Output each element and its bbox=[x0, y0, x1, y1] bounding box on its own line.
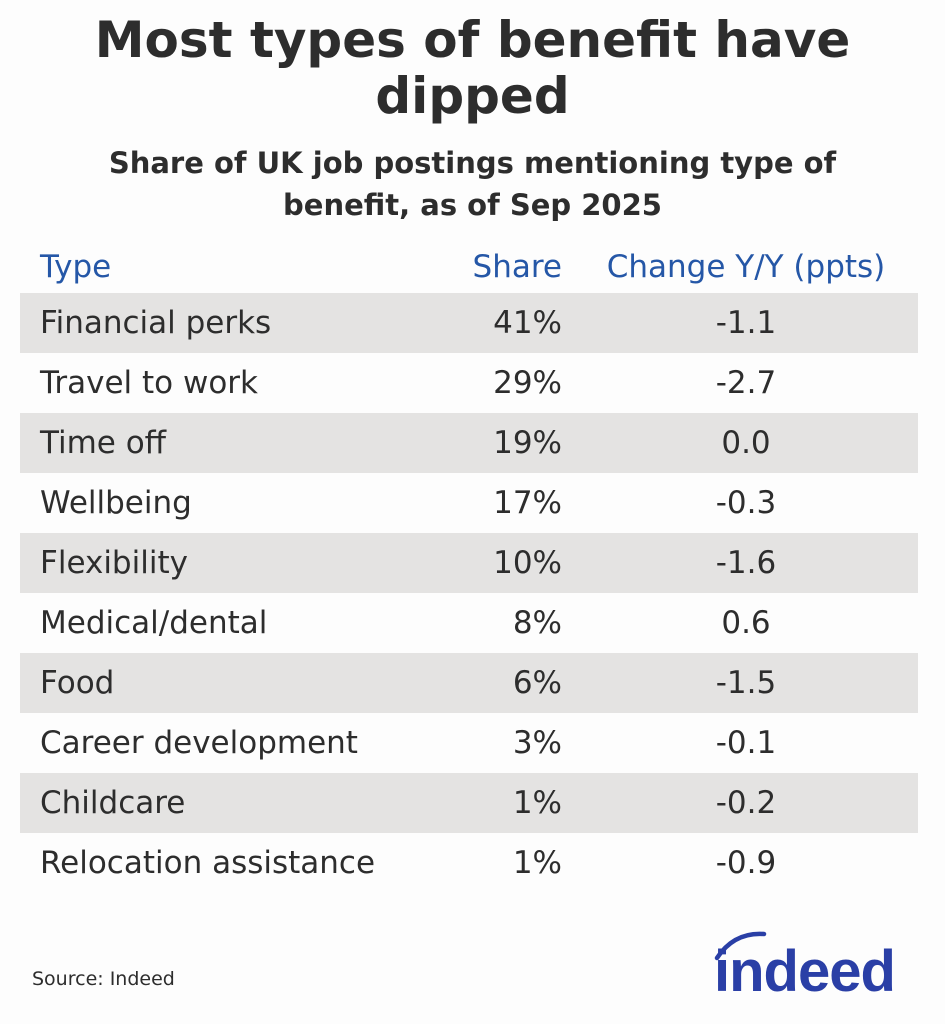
cell-type: Childcare bbox=[40, 785, 186, 821]
table-row: Medical/dental 8% 0.6 bbox=[20, 593, 918, 653]
cell-share: 10% bbox=[493, 545, 562, 581]
cell-type: Relocation assistance bbox=[40, 845, 376, 881]
source-note: Source: Indeed bbox=[32, 968, 175, 990]
cell-share: 6% bbox=[512, 665, 562, 701]
cell-share: 8% bbox=[512, 605, 562, 641]
chart-title: Most types of benefit have dipped bbox=[94, 11, 851, 125]
cell-share: 1% bbox=[512, 845, 562, 881]
cell-share: 41% bbox=[493, 305, 562, 341]
column-header-share: Share bbox=[472, 248, 562, 285]
cell-change: -2.7 bbox=[715, 365, 777, 401]
cell-type: Career development bbox=[40, 725, 358, 761]
column-header-change: Change Y/Y (ppts) bbox=[606, 248, 886, 285]
table-row: Career development 3% -0.1 bbox=[20, 713, 918, 773]
cell-change: -0.3 bbox=[715, 485, 777, 521]
cell-change: -1.6 bbox=[715, 545, 777, 581]
svg-text:indeed: indeed bbox=[714, 939, 895, 998]
cell-type: Flexibility bbox=[40, 545, 188, 581]
table-header: Type Share Change Y/Y (ppts) bbox=[20, 240, 918, 293]
cell-share: 29% bbox=[493, 365, 562, 401]
column-header-type: Type bbox=[40, 248, 112, 285]
cell-type: Time off bbox=[40, 425, 167, 461]
cell-type: Wellbeing bbox=[40, 485, 192, 521]
cell-change: -0.9 bbox=[715, 845, 777, 881]
cell-share: 17% bbox=[493, 485, 562, 521]
cell-change: 0.6 bbox=[721, 605, 771, 641]
cell-share: 1% bbox=[512, 785, 562, 821]
table-row: Childcare 1% -0.2 bbox=[20, 773, 918, 833]
table-row: Relocation assistance 1% -0.9 bbox=[20, 833, 918, 893]
cell-change: 0.0 bbox=[721, 425, 771, 461]
table-row: Travel to work 29% -2.7 bbox=[20, 353, 918, 413]
cell-change: -0.1 bbox=[715, 725, 777, 761]
table-row: Wellbeing 17% -0.3 bbox=[20, 473, 918, 533]
cell-type: Financial perks bbox=[40, 305, 272, 341]
cell-type: Travel to work bbox=[40, 365, 258, 401]
cell-change: -1.5 bbox=[715, 665, 777, 701]
chart-subtitle: Share of UK job postings mentioning type… bbox=[108, 146, 837, 222]
table-row: Time off 19% 0.0 bbox=[20, 413, 918, 473]
table-row: Financial perks 41% -1.1 bbox=[20, 293, 918, 353]
cell-share: 19% bbox=[493, 425, 562, 461]
cell-change: -1.1 bbox=[715, 305, 777, 341]
cell-change: -0.2 bbox=[715, 785, 777, 821]
table-row: Food 6% -1.5 bbox=[20, 653, 918, 713]
cell-share: 3% bbox=[512, 725, 562, 761]
benefits-table: Type Share Change Y/Y (ppts) Financial p… bbox=[20, 240, 918, 893]
indeed-logo: indeed bbox=[714, 928, 919, 1004]
table-row: Flexibility 10% -1.6 bbox=[20, 533, 918, 593]
cell-type: Medical/dental bbox=[40, 605, 268, 641]
cell-type: Food bbox=[40, 665, 115, 701]
